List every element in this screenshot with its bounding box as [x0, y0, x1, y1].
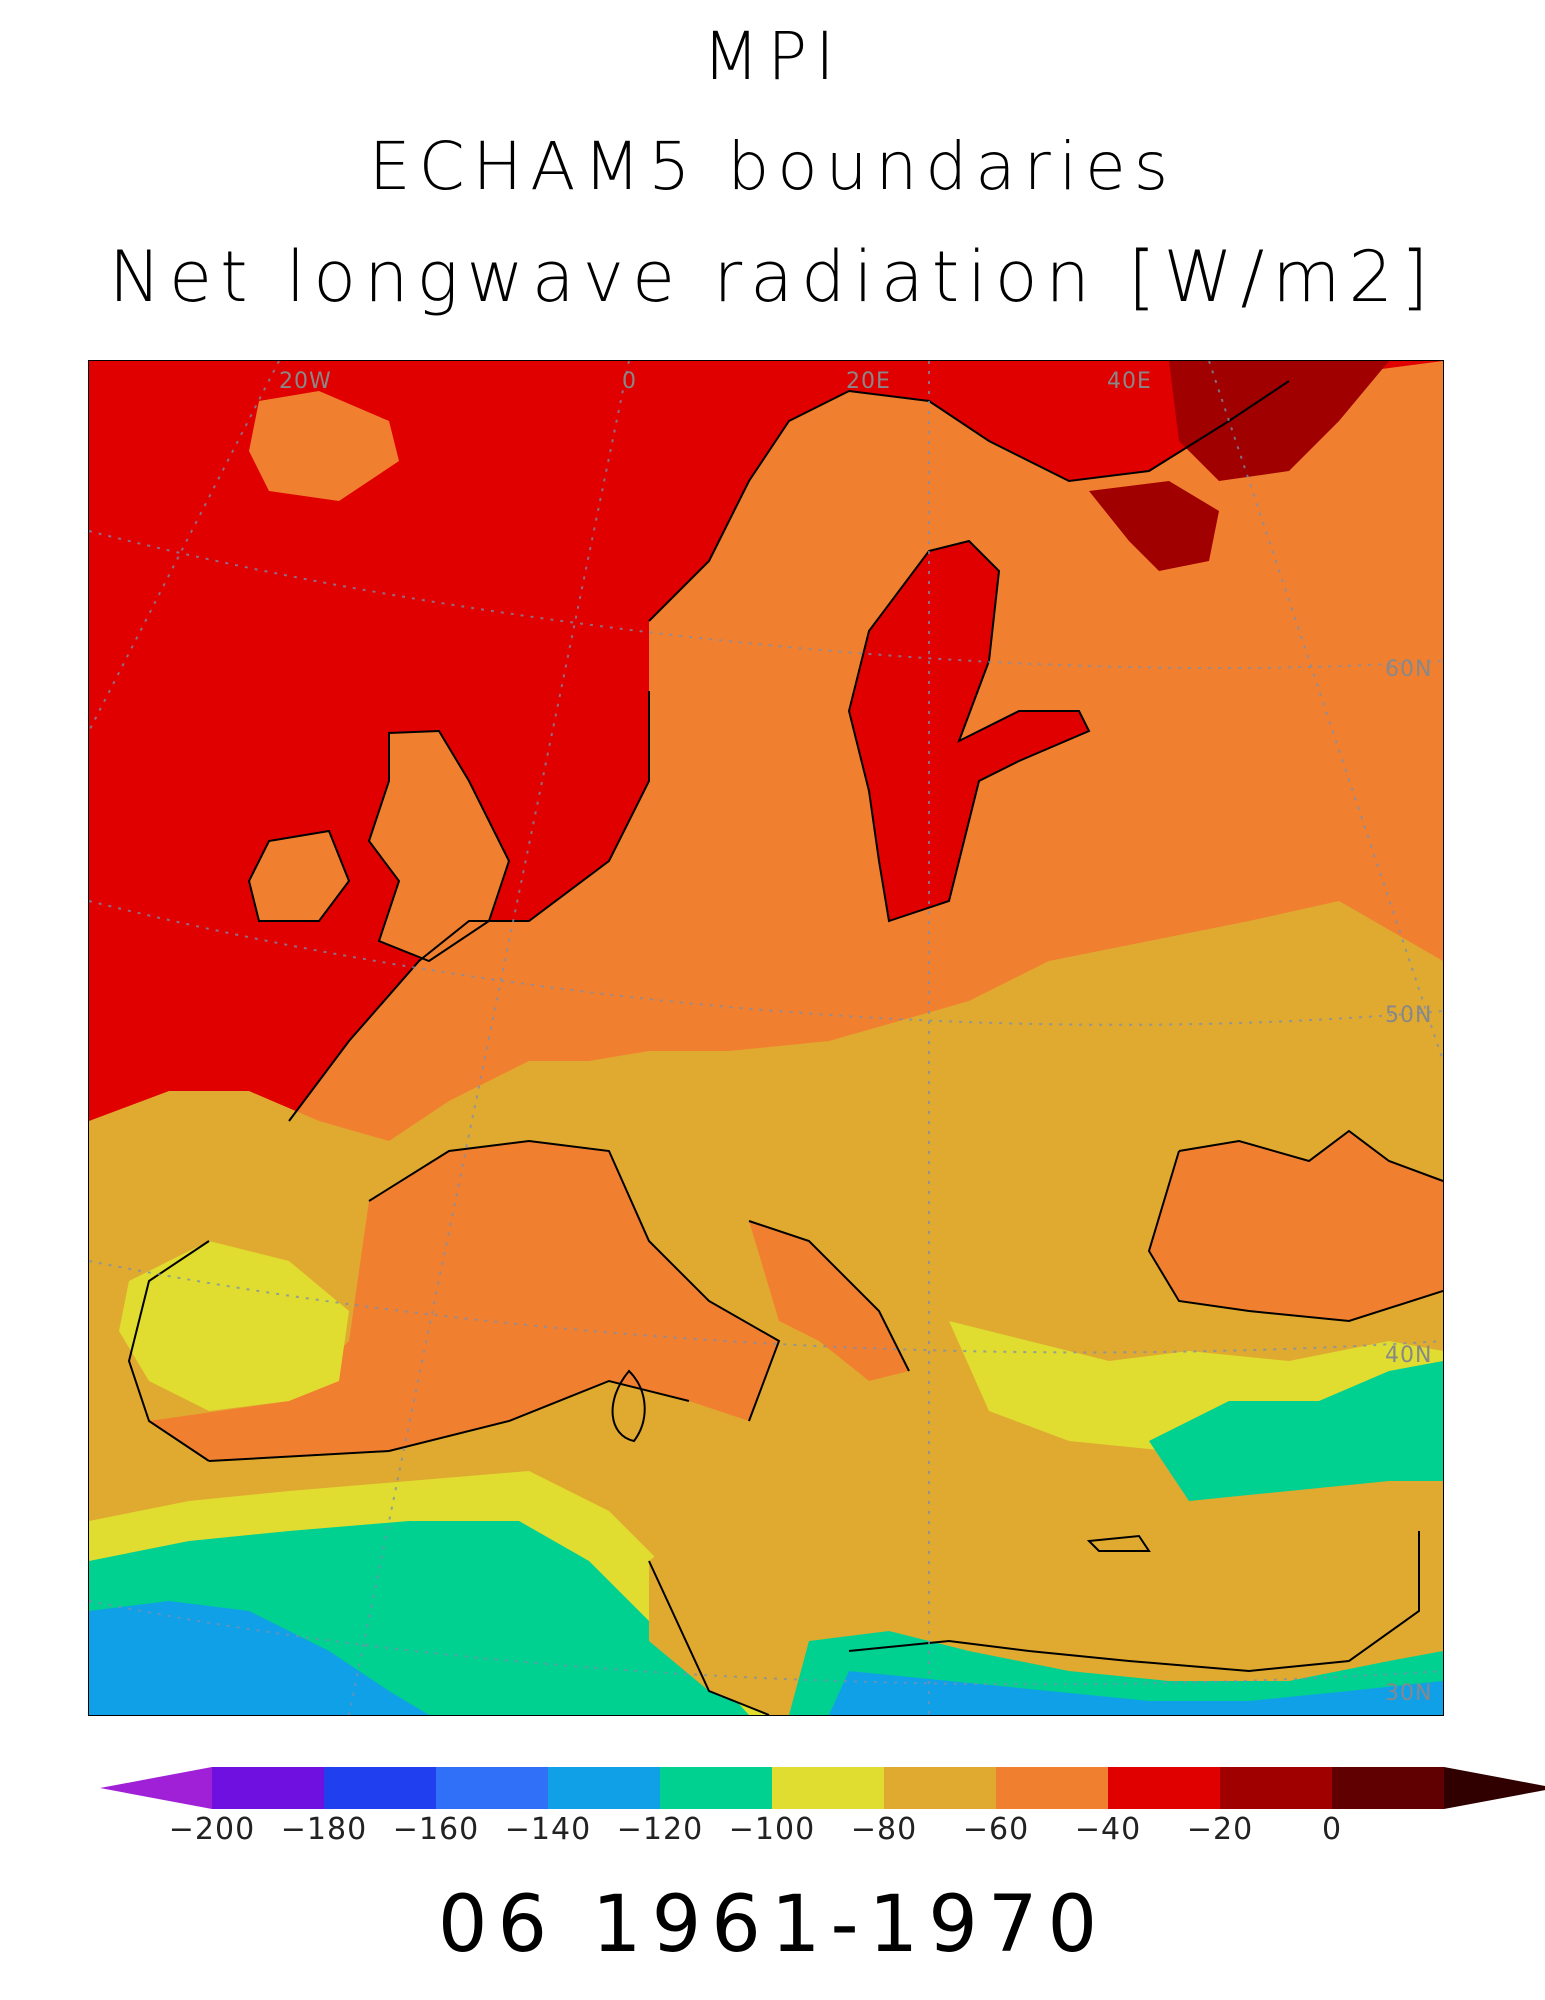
colorbar-box	[884, 1767, 996, 1809]
europe-field-map	[89, 361, 1443, 1715]
lat-label-50n: 50N	[1385, 1003, 1433, 1028]
colorbar-tick-label: −40	[1074, 1812, 1142, 1847]
baltic-sea-field	[849, 541, 1089, 921]
colorbar-arrow-high	[1444, 1767, 1545, 1809]
colorbar-tick-label: −140	[504, 1812, 592, 1847]
colorbar-tick-label: −180	[280, 1812, 368, 1847]
colorbar-tick-label: −200	[168, 1812, 256, 1847]
lat-label-60n: 60N	[1385, 657, 1433, 682]
barents-dark-field	[1169, 361, 1389, 481]
lon-label-20w: 20W	[279, 369, 332, 394]
colorbar-arrow-low	[100, 1767, 212, 1809]
colorbar-tick-label: −120	[616, 1812, 704, 1847]
colorbar-box	[212, 1767, 324, 1809]
lon-label-0: 0	[622, 369, 637, 394]
lon-label-40e: 40E	[1107, 369, 1152, 394]
title-line-boundaries: ECHAM5 boundaries	[368, 128, 1177, 205]
colorbar-box	[324, 1767, 436, 1809]
title-line-model: MPI	[702, 18, 843, 95]
colorbar-box	[660, 1767, 772, 1809]
iceland-field	[249, 391, 399, 501]
colorbar-box	[436, 1767, 548, 1809]
colorbar	[100, 1767, 1545, 1809]
colorbar-box	[772, 1767, 884, 1809]
lat-label-30n: 30N	[1385, 1681, 1433, 1706]
colorbar-box	[996, 1767, 1108, 1809]
libya-blue-field	[829, 1671, 1443, 1715]
lat-label-40n: 40N	[1385, 1343, 1433, 1368]
iberia-yellow-field	[119, 1241, 349, 1411]
title-line-variable: Net longwave radiation [W/m2]	[108, 236, 1437, 318]
colorbar-box	[548, 1767, 660, 1809]
sahara-blue-field	[89, 1601, 429, 1715]
colorbar-tick-label: −100	[728, 1812, 816, 1847]
colorbar-tick-label: −60	[962, 1812, 1030, 1847]
ireland-field	[249, 831, 349, 921]
black-sea-field	[1149, 1131, 1443, 1321]
map-panel: 20W 0 20E 40E 60N 50N 40N 30N	[88, 360, 1444, 1716]
anatolia-green-field	[1149, 1361, 1443, 1501]
italy-field	[749, 1221, 909, 1381]
colorbar-box	[1108, 1767, 1220, 1809]
colorbar-tick-label: −160	[392, 1812, 480, 1847]
colorbar-tick-label: 0	[1321, 1812, 1343, 1847]
coastlines	[127, 380, 1443, 1715]
colorbar-tick-label: −80	[850, 1812, 918, 1847]
lon-label-20e: 20E	[846, 369, 891, 394]
white-sea-dark-field	[1089, 481, 1219, 571]
british-isles-field	[369, 731, 509, 961]
colorbar-box	[1332, 1767, 1444, 1809]
graticule	[89, 361, 1443, 1715]
colorbar-tick-label: −20	[1186, 1812, 1254, 1847]
colorbar-box	[1220, 1767, 1332, 1809]
time-period-label: 06 1961-1970	[437, 1880, 1108, 1970]
